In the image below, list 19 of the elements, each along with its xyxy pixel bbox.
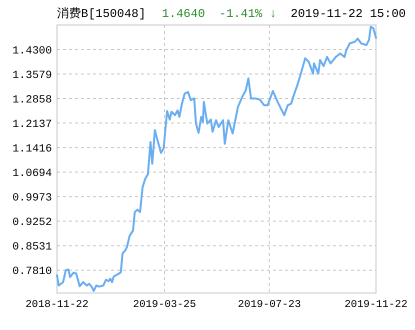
y-tick-label: 1.3579 — [12, 70, 52, 82]
y-tick-label: 1.4300 — [12, 45, 52, 58]
y-tick-label: 0.9973 — [12, 192, 52, 205]
text: -1.41% ↓ — [219, 7, 277, 21]
y-tick-label: 1.1416 — [12, 144, 52, 156]
line-series — [56, 26, 377, 292]
y-tick-label: 1.2858 — [12, 94, 52, 107]
y-tick-label: 0.8531 — [12, 242, 52, 254]
y-tick-label: 1.2137 — [12, 119, 52, 132]
chart-title: 消费B[150048] — [57, 7, 146, 21]
y-tick-label: 0.9252 — [12, 217, 52, 230]
x-tick-label: 2019-07-23 — [238, 299, 301, 311]
text: 2019-11-22 15:00 — [290, 7, 406, 21]
x-tick-label: 2018-11-22 — [25, 299, 89, 311]
text: 1.4640 — [162, 7, 206, 21]
y-tick-label: 1.0694 — [12, 168, 52, 180]
x-tick-label: 2019-11-22 — [344, 299, 408, 311]
x-tick-label: 2019-03-25 — [132, 299, 196, 311]
y-tick-label: 0.7810 — [12, 266, 52, 278]
